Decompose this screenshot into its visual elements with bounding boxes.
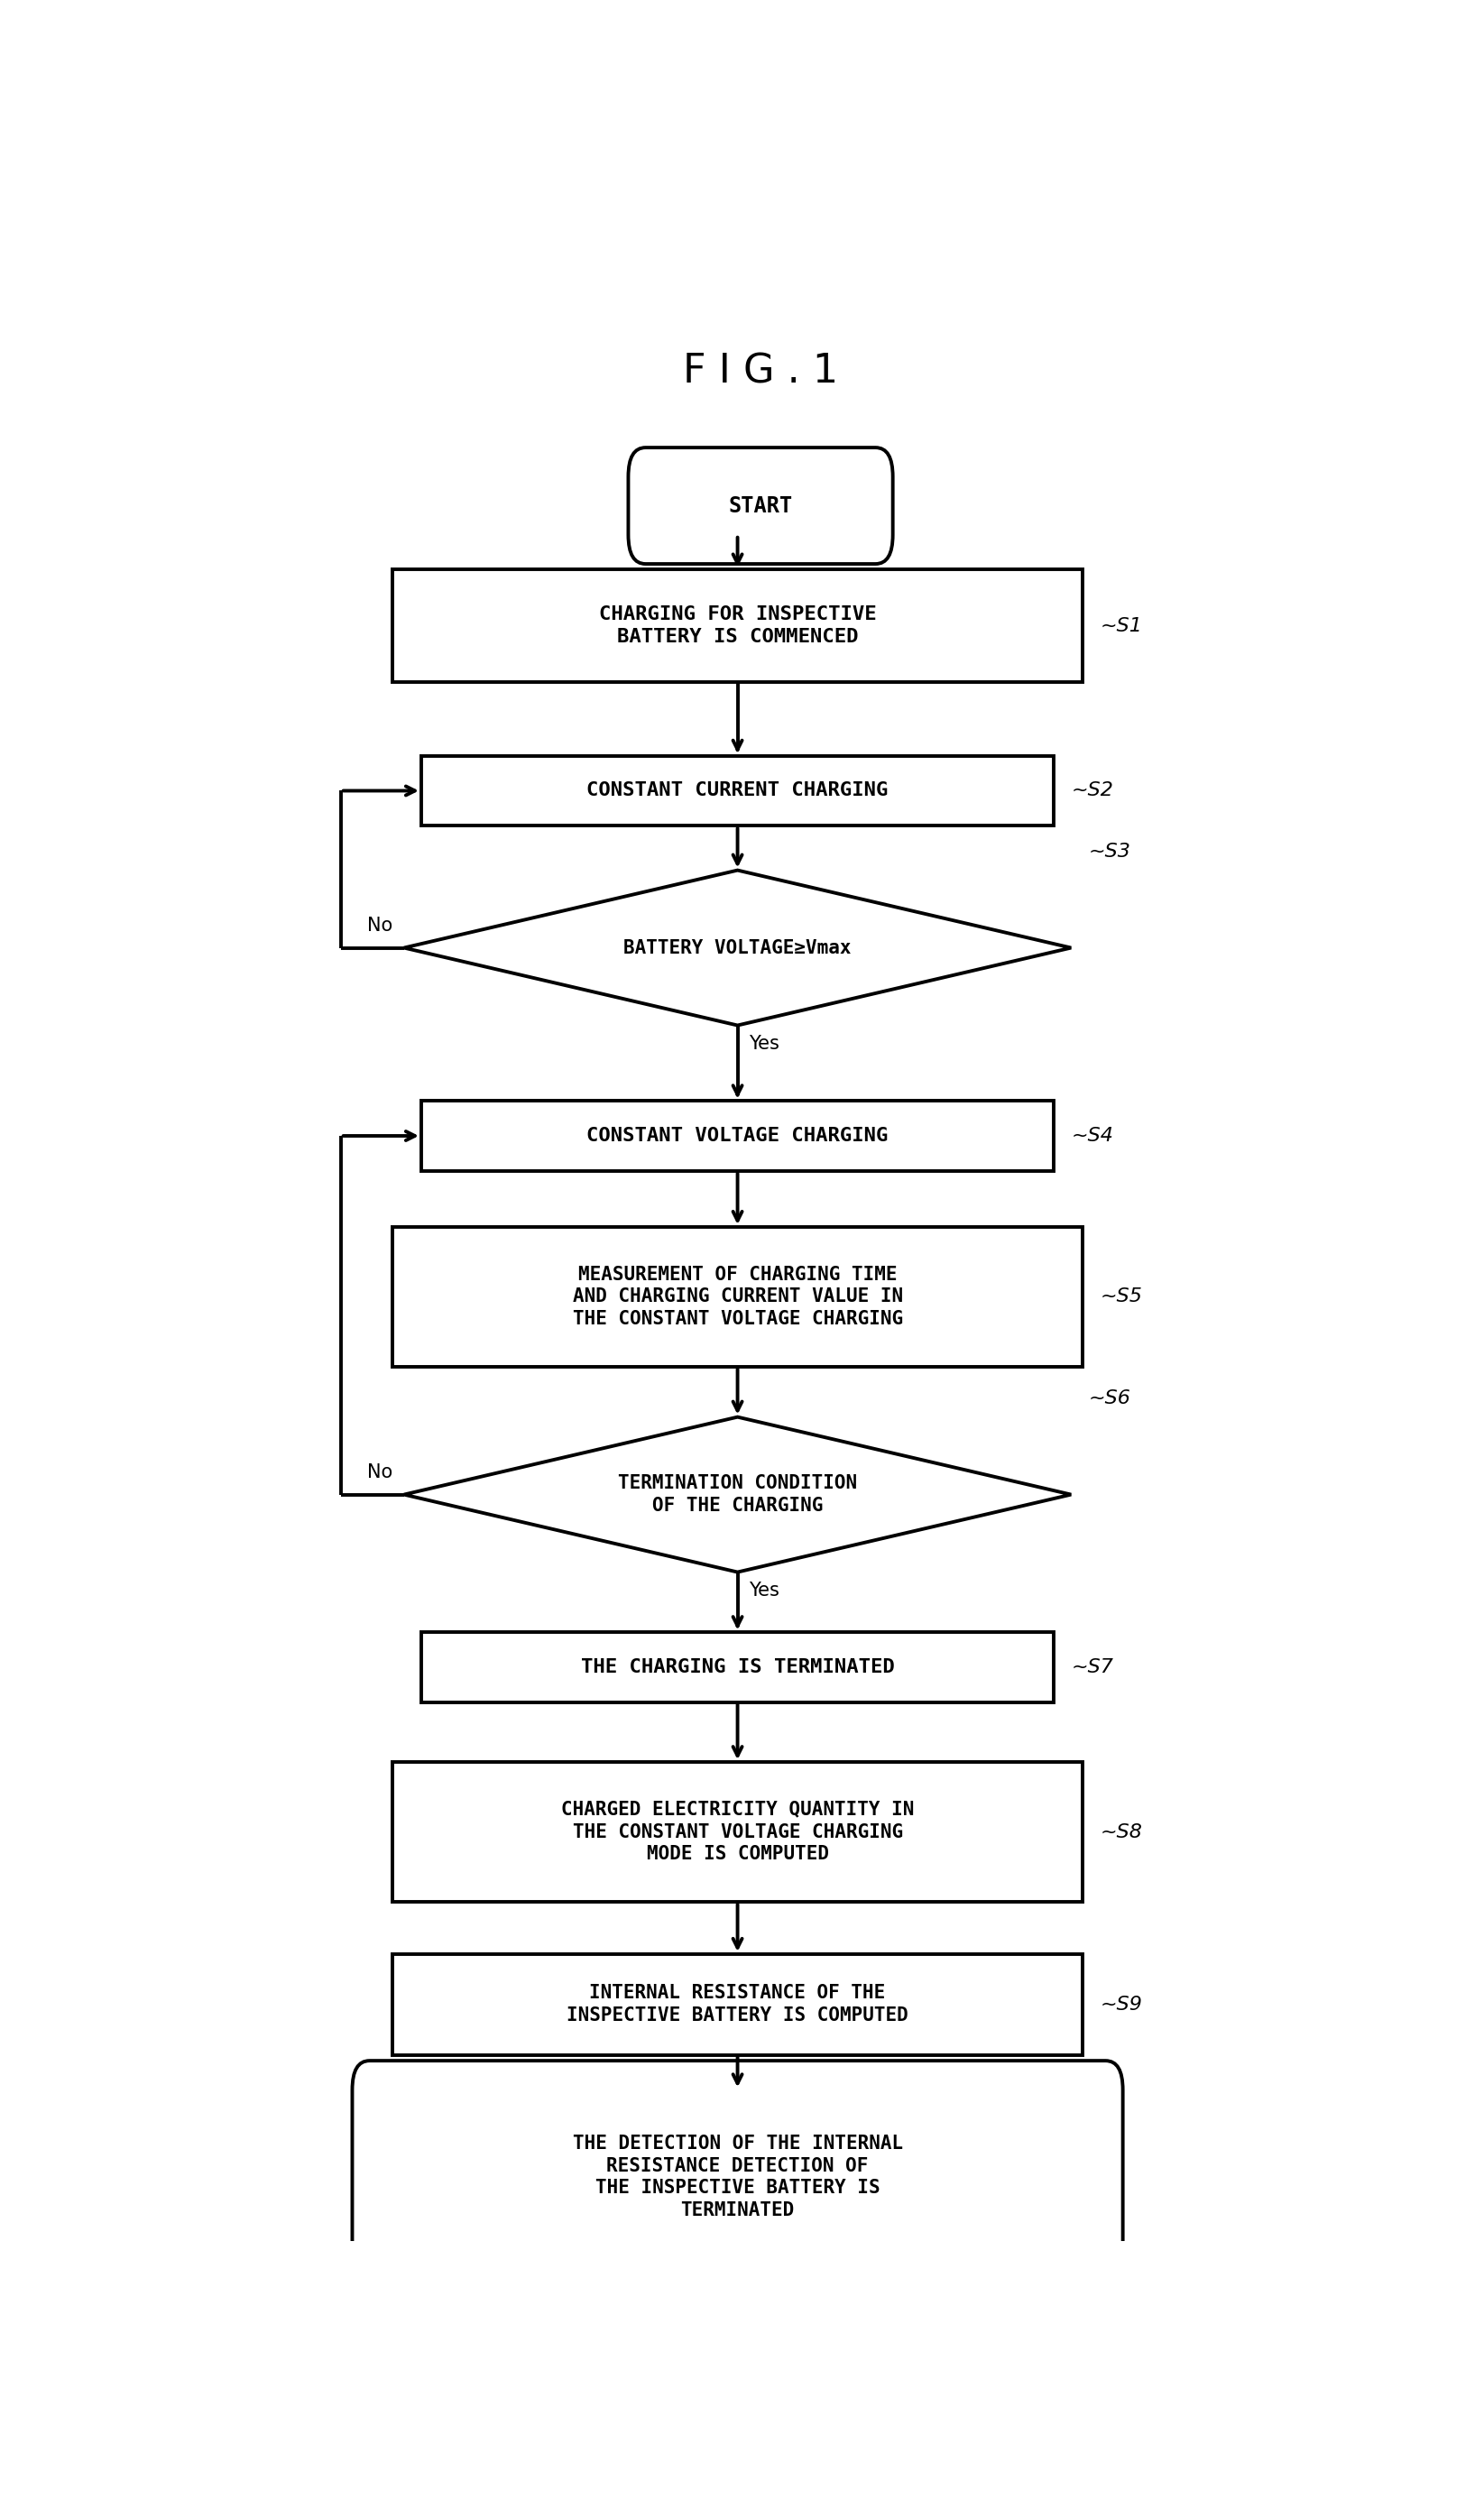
Text: ~S1: ~S1 xyxy=(1100,617,1143,635)
Text: ~S7: ~S7 xyxy=(1071,1657,1113,1677)
Polygon shape xyxy=(404,871,1071,1025)
Text: ~S5: ~S5 xyxy=(1100,1287,1143,1307)
Text: ~S2: ~S2 xyxy=(1071,781,1113,801)
Text: TERMINATION CONDITION
OF THE CHARGING: TERMINATION CONDITION OF THE CHARGING xyxy=(617,1476,858,1516)
Text: ~S3: ~S3 xyxy=(1088,844,1131,861)
Text: No: No xyxy=(367,1463,392,1481)
Bar xyxy=(421,755,1054,826)
Text: START: START xyxy=(729,496,792,516)
Text: F I G . 1: F I G . 1 xyxy=(683,353,838,390)
Bar xyxy=(392,1763,1083,1901)
Bar xyxy=(421,1100,1054,1171)
Text: CHARGED ELECTRICITY QUANTITY IN
THE CONSTANT VOLTAGE CHARGING
MODE IS COMPUTED: CHARGED ELECTRICITY QUANTITY IN THE CONS… xyxy=(561,1800,914,1863)
Bar xyxy=(421,1632,1054,1702)
Text: ~S9: ~S9 xyxy=(1100,1994,1143,2014)
Text: INTERNAL RESISTANCE OF THE
INSPECTIVE BATTERY IS COMPUTED: INTERNAL RESISTANCE OF THE INSPECTIVE BA… xyxy=(567,1984,908,2024)
Text: ~S8: ~S8 xyxy=(1100,1823,1143,1841)
Bar xyxy=(392,1226,1083,1367)
Text: CHARGING FOR INSPECTIVE
BATTERY IS COMMENCED: CHARGING FOR INSPECTIVE BATTERY IS COMME… xyxy=(598,607,877,647)
Text: ~S4: ~S4 xyxy=(1071,1128,1113,1146)
FancyBboxPatch shape xyxy=(352,2060,1123,2294)
Text: THE CHARGING IS TERMINATED: THE CHARGING IS TERMINATED xyxy=(580,1657,895,1677)
Text: CONSTANT VOLTAGE CHARGING: CONSTANT VOLTAGE CHARGING xyxy=(586,1128,889,1146)
Text: BATTERY VOLTAGE≥Vmax: BATTERY VOLTAGE≥Vmax xyxy=(623,939,852,957)
Text: CONSTANT CURRENT CHARGING: CONSTANT CURRENT CHARGING xyxy=(586,781,889,801)
Bar xyxy=(392,569,1083,682)
Text: Yes: Yes xyxy=(749,1581,779,1599)
Bar xyxy=(392,1954,1083,2055)
Polygon shape xyxy=(404,1418,1071,1571)
FancyBboxPatch shape xyxy=(628,448,893,564)
Text: ~S6: ~S6 xyxy=(1088,1390,1131,1408)
Text: THE DETECTION OF THE INTERNAL
RESISTANCE DETECTION OF
THE INSPECTIVE BATTERY IS
: THE DETECTION OF THE INTERNAL RESISTANCE… xyxy=(573,2135,902,2221)
Text: MEASUREMENT OF CHARGING TIME
AND CHARGING CURRENT VALUE IN
THE CONSTANT VOLTAGE : MEASUREMENT OF CHARGING TIME AND CHARGIN… xyxy=(573,1267,902,1327)
Text: Yes: Yes xyxy=(749,1035,779,1053)
Text: No: No xyxy=(367,917,392,934)
